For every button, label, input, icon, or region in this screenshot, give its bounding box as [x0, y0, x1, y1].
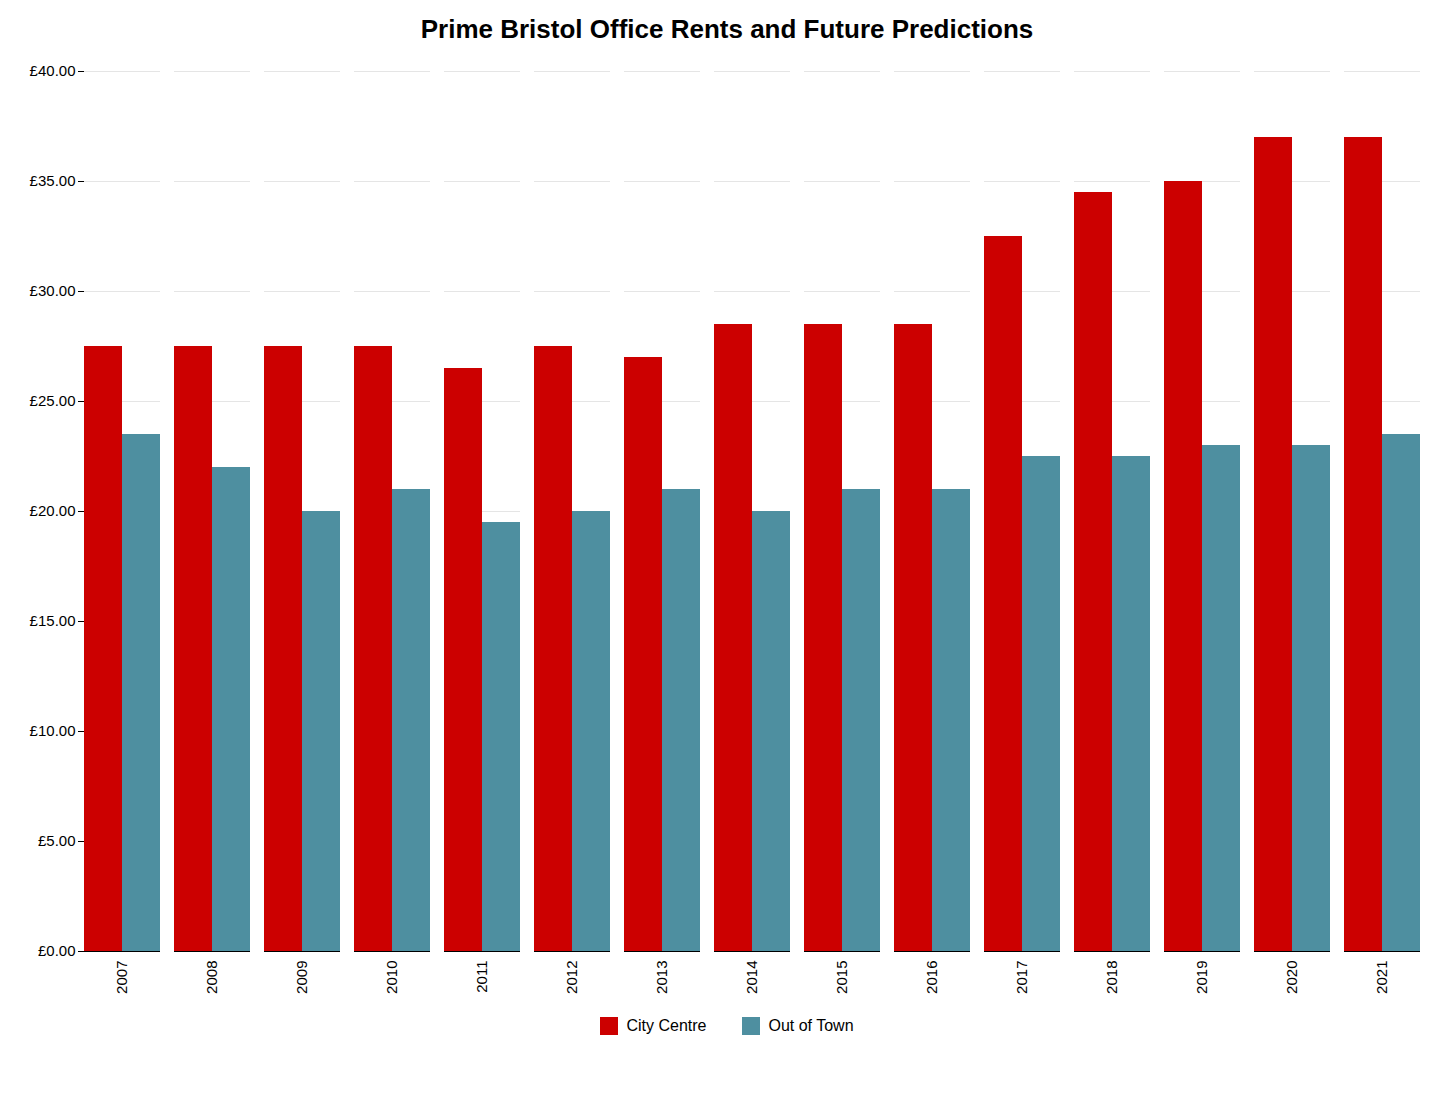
svg-text:2021: 2021 — [1373, 961, 1390, 994]
html-text:Out of Town: Out of Town — [768, 1017, 854, 1034]
svg-text:£35.00: £35.00 — [30, 172, 76, 189]
svg-text:£0.00: £0.00 — [38, 942, 76, 959]
svg-text:2012: 2012 — [563, 961, 580, 994]
svg-text:2010: 2010 — [383, 961, 400, 994]
svg-text:£25.00: £25.00 — [30, 392, 76, 409]
html-text:Prime Bristol Office Rents and: Prime Bristol Office Rents and Future Pr… — [420, 14, 1034, 44]
svg-text:£40.00: £40.00 — [30, 62, 76, 79]
svg-text:£15.00: £15.00 — [30, 612, 76, 629]
html-text:City Centre: City Centre — [626, 1017, 707, 1034]
svg-text:2016: 2016 — [923, 961, 940, 994]
svg-text:2009: 2009 — [293, 961, 310, 994]
svg-text:£30.00: £30.00 — [30, 282, 76, 299]
svg-text:2018: 2018 — [1103, 961, 1120, 994]
svg-text:£10.00: £10.00 — [30, 722, 76, 739]
svg-text:2019: 2019 — [1193, 961, 1210, 994]
svg-text:2014: 2014 — [743, 961, 760, 994]
svg-text:2007: 2007 — [113, 961, 130, 994]
svg-text:2017: 2017 — [1013, 961, 1030, 994]
svg-text:2008: 2008 — [203, 961, 220, 994]
svg-text:£20.00: £20.00 — [30, 502, 76, 519]
svg-text:2013: 2013 — [653, 961, 670, 994]
svg-text:2020: 2020 — [1283, 961, 1300, 994]
svg-text:2015: 2015 — [833, 961, 850, 994]
svg-text:2011: 2011 — [473, 961, 490, 993]
svg-text:£5.00: £5.00 — [38, 832, 76, 849]
